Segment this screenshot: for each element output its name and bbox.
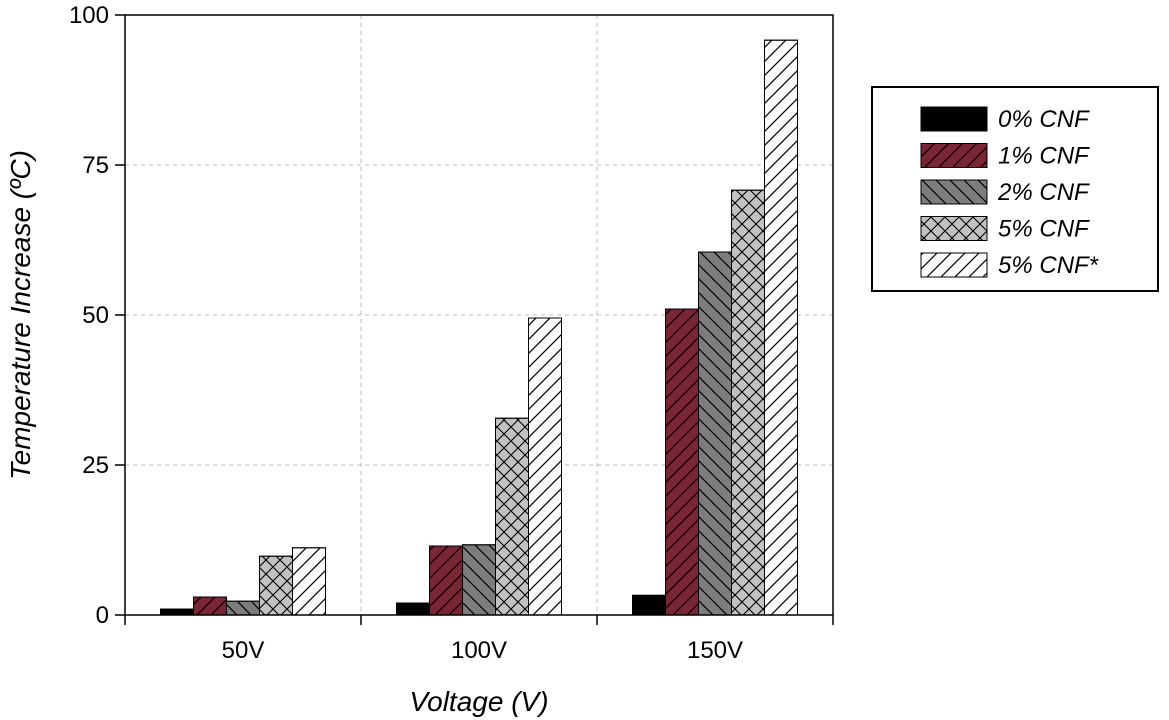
x-tick-labels: 50V 100V 150V xyxy=(222,637,743,664)
y-tick-label: 100 xyxy=(69,2,109,29)
legend-swatch xyxy=(920,106,988,132)
bars xyxy=(160,39,798,616)
legend-swatch xyxy=(920,179,988,205)
legend-label: 5% CNF xyxy=(998,216,1090,243)
legend: 0% CNF 1% CNF 2% CNF 5% CNF 5% CNF* xyxy=(871,86,1159,292)
bar xyxy=(731,189,765,616)
bar xyxy=(698,251,732,616)
y-tick-label: 0 xyxy=(96,602,109,629)
x-tick-label: 100V xyxy=(451,637,507,664)
y-tick-label: 75 xyxy=(82,152,109,179)
bar xyxy=(632,594,666,616)
y-tick-label: 50 xyxy=(82,302,109,329)
bar xyxy=(528,317,562,616)
bar xyxy=(259,555,293,616)
bar xyxy=(160,608,194,616)
legend-label: 5% CNF* xyxy=(998,252,1099,279)
x-axis-title: Voltage (V) xyxy=(409,686,548,717)
y-tick-labels: 0 25 50 75 100 xyxy=(69,2,109,629)
axis-ticks xyxy=(115,14,834,625)
legend-label: 2% CNF xyxy=(997,179,1090,206)
y-tick-label: 25 xyxy=(82,452,109,479)
legend-label: 1% CNF xyxy=(998,143,1090,170)
bar xyxy=(396,602,430,616)
legend-swatches xyxy=(920,106,988,278)
x-tick-label: 150V xyxy=(687,637,743,664)
x-tick-label: 50V xyxy=(222,637,265,664)
bar xyxy=(495,417,529,616)
legend-swatch xyxy=(920,252,988,278)
bar xyxy=(764,39,798,616)
y-axis-title: Temperature Increase (ºC) xyxy=(5,150,36,480)
gridlines xyxy=(125,15,833,615)
bar xyxy=(462,544,496,616)
bar xyxy=(292,547,326,616)
legend-swatch xyxy=(920,143,988,168)
legend-label: 0% CNF xyxy=(998,106,1090,133)
bar xyxy=(665,308,699,616)
bar xyxy=(193,596,227,616)
legend-swatch xyxy=(920,216,988,241)
legend-box xyxy=(871,86,1159,292)
bar xyxy=(226,600,260,616)
bar xyxy=(429,545,463,616)
